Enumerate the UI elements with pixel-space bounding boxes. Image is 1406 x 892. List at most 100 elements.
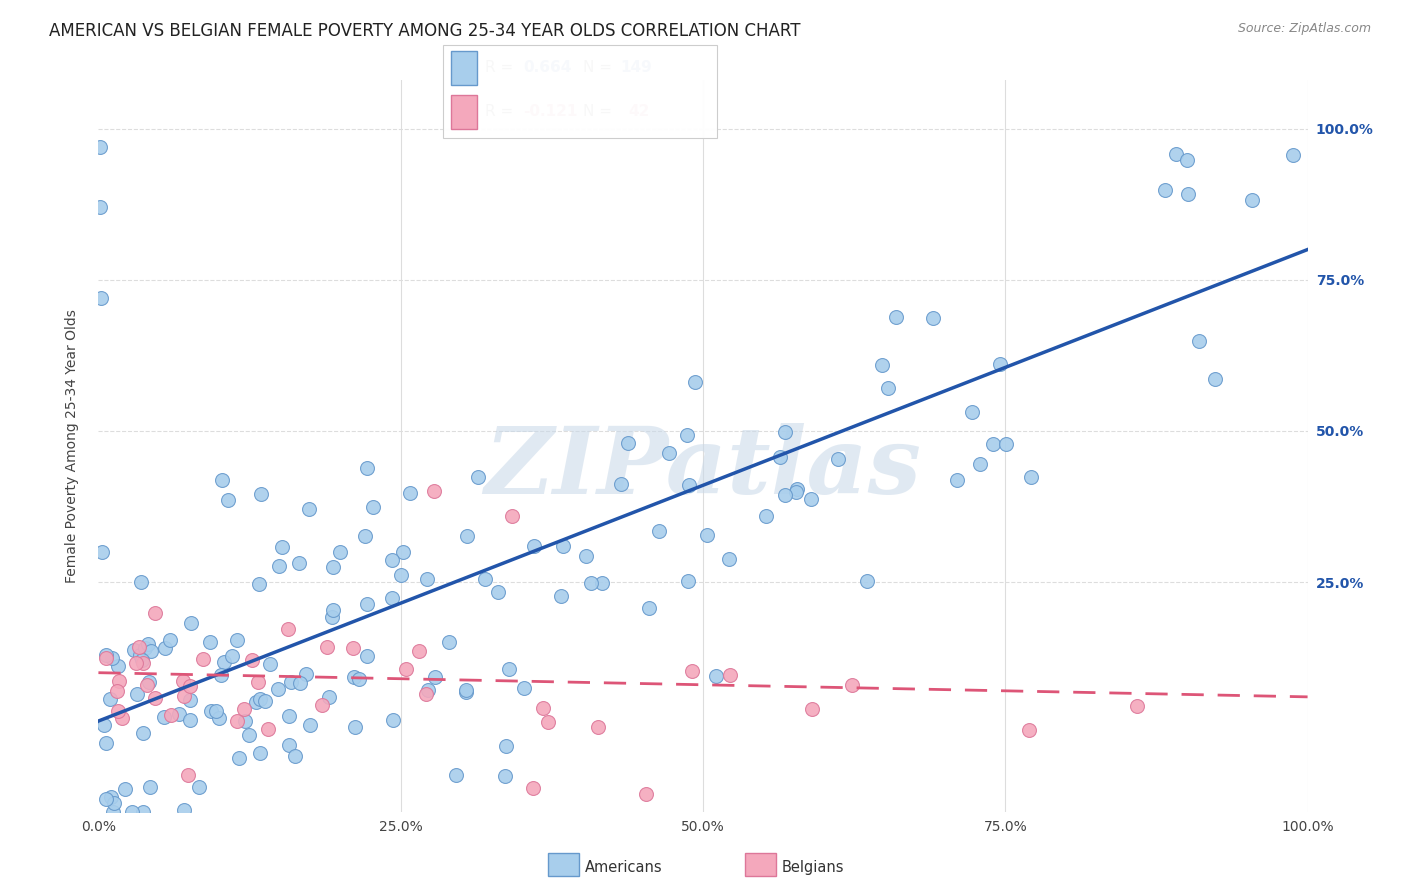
Point [136, 636, 159, 650]
Point [108, 673, 131, 688]
Point [437, 634, 460, 648]
Point [139, 643, 162, 657]
Point [250, 487, 273, 501]
Point [159, 707, 181, 722]
Point [249, 746, 271, 760]
Point [167, 707, 190, 722]
Point [271, 540, 294, 554]
Point [129, 574, 152, 589]
Point [226, 633, 249, 648]
Point [139, 780, 162, 794]
Point [513, 681, 536, 695]
Point [122, 642, 145, 657]
Point [755, 508, 778, 523]
Text: ZIPatlas: ZIPatlas [485, 423, 921, 513]
Point [1021, 470, 1043, 484]
Point [101, 805, 124, 819]
Point [277, 709, 299, 723]
Point [100, 790, 122, 805]
Point [579, 576, 602, 591]
Point [107, 658, 129, 673]
Point [381, 591, 404, 605]
Point [114, 782, 136, 797]
Point [179, 679, 201, 693]
Point [1018, 723, 1040, 738]
Point [718, 668, 741, 682]
Text: -0.121: -0.121 [523, 103, 578, 119]
Point [575, 549, 598, 564]
Point [501, 508, 523, 523]
Point [617, 436, 640, 450]
Point [696, 528, 718, 542]
Point [93, 717, 115, 731]
Point [423, 670, 446, 684]
Point [267, 559, 290, 574]
Point [200, 704, 222, 718]
Point [591, 576, 613, 591]
Point [870, 358, 893, 372]
Point [531, 700, 554, 714]
Text: 42: 42 [628, 103, 650, 119]
Point [172, 674, 194, 689]
Point [551, 540, 574, 554]
Point [173, 690, 195, 704]
Point [101, 651, 124, 665]
Point [245, 695, 267, 709]
Point [173, 803, 195, 817]
Point [1177, 187, 1199, 202]
Point [204, 704, 226, 718]
Point [394, 662, 416, 676]
Point [356, 597, 378, 611]
Point [495, 739, 517, 753]
Point [111, 711, 134, 725]
Point [675, 427, 697, 442]
Point [381, 553, 404, 567]
Point [247, 576, 270, 591]
Point [800, 702, 823, 716]
Point [423, 484, 446, 499]
Point [249, 692, 271, 706]
Point [683, 376, 706, 390]
Point [353, 529, 375, 543]
Point [89, 140, 111, 154]
Point [212, 655, 235, 669]
Point [96, 792, 118, 806]
Point [786, 482, 808, 496]
Text: N =: N = [583, 60, 613, 75]
Point [344, 720, 367, 734]
Point [841, 678, 863, 692]
Point [718, 551, 741, 566]
Point [138, 674, 160, 689]
Point [827, 452, 849, 467]
Point [389, 567, 412, 582]
Point [208, 711, 231, 725]
Point [246, 675, 269, 690]
Point [242, 653, 264, 667]
Point [211, 473, 233, 487]
Point [681, 664, 703, 678]
Point [994, 437, 1017, 451]
Point [946, 473, 969, 487]
Point [127, 687, 149, 701]
Point [321, 610, 343, 624]
Point [136, 678, 159, 692]
Point [257, 722, 280, 736]
Point [522, 780, 544, 795]
Point [96, 651, 118, 665]
Point [179, 713, 201, 727]
Point [105, 683, 128, 698]
Point [221, 649, 243, 664]
Point [498, 662, 520, 676]
Point [356, 461, 378, 475]
Point [678, 478, 700, 492]
Point [356, 649, 378, 664]
Point [191, 652, 214, 666]
Point [322, 602, 344, 616]
Point [232, 702, 254, 716]
Point [287, 557, 309, 571]
Point [200, 635, 222, 649]
Point [1282, 147, 1305, 161]
Point [280, 674, 302, 689]
Point [922, 310, 945, 325]
Point [98, 692, 121, 706]
